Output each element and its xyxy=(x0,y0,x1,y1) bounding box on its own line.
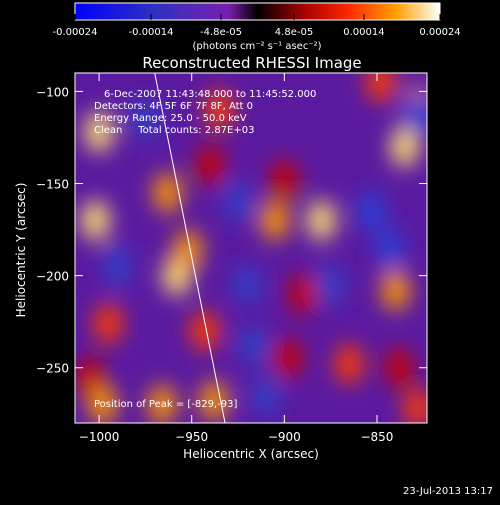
generation-timestamp: 23-Jul-2013 13:17 xyxy=(403,486,493,497)
source-blob xyxy=(270,159,299,200)
source-blob xyxy=(307,200,336,241)
source-blob xyxy=(224,181,253,222)
source-blob xyxy=(238,325,267,366)
colorbar-tick-label: -4.8e-05 xyxy=(200,27,242,38)
colorbar-tick-label: 4.8e-05 xyxy=(275,27,313,38)
colorbar: -0.00024 -0.00014 -4.8e-05 4.8e-05 0.00014 0.… xyxy=(53,2,461,52)
image-area xyxy=(75,73,427,423)
source-blob xyxy=(375,228,404,268)
source-blob xyxy=(153,172,182,213)
y-axis-label: Heliocentric Y (arcsec) xyxy=(14,183,28,318)
y-tick-label: −150 xyxy=(36,178,69,192)
source-blob xyxy=(190,310,219,351)
source-blob xyxy=(196,145,225,186)
energy-range-label: Energy Range: 25.0 - 50.0 keV xyxy=(94,113,247,124)
colorbar-tick-label: 0.00024 xyxy=(419,27,460,38)
source-blob xyxy=(381,270,410,311)
emission-sources xyxy=(75,73,427,423)
x-tick-label: −950 xyxy=(175,430,208,444)
clean-counts-label: Clean Total counts: 2.87E+03 xyxy=(94,125,254,136)
source-blob xyxy=(205,89,234,130)
time-range-label: 6-Dec-2007 11:43:48.000 to 11:45:52.000 xyxy=(104,89,316,100)
colorbar-tick-label: -0.00014 xyxy=(129,27,174,38)
colorbar-tick-label: 0.00014 xyxy=(343,27,384,38)
detectors-label: Detectors: 4F 5F 6F 7F 8F, Att 0 xyxy=(94,101,253,112)
x-tick-label: −900 xyxy=(268,430,301,444)
source-blob xyxy=(288,274,317,315)
colorbar-tick-label: -0.00024 xyxy=(53,27,98,38)
source-blob xyxy=(403,93,427,134)
source-blob xyxy=(131,99,160,140)
x-axis-label: Heliocentric X (arcsec) xyxy=(183,447,319,461)
source-blob xyxy=(261,200,290,241)
plot-frame xyxy=(74,72,428,424)
source-blob xyxy=(316,264,345,305)
source-blob xyxy=(335,344,364,385)
y-tick-label: −200 xyxy=(36,270,69,284)
source-blob xyxy=(103,246,132,287)
source-blob xyxy=(390,126,419,167)
source-blob xyxy=(148,384,177,423)
x-tick-label: −1000 xyxy=(79,430,120,444)
peak-position-label: Position of Peak = [-829,-93] xyxy=(94,399,238,410)
source-blob xyxy=(88,384,117,423)
source-blob xyxy=(366,73,395,103)
colorbar-ticks: -0.00024 -0.00014 -4.8e-05 4.8e-05 0.00014 0.… xyxy=(53,14,461,38)
source-blob xyxy=(199,380,228,421)
source-blob xyxy=(94,303,123,344)
source-blob xyxy=(174,229,203,270)
source-blob xyxy=(81,200,110,241)
x-tick-label: −850 xyxy=(360,430,393,444)
colorbar-units: (photons cm⁻² s⁻¹ asec⁻²) xyxy=(192,41,321,52)
source-blob xyxy=(385,347,414,388)
source-blob xyxy=(403,388,427,423)
colorbar-gradient xyxy=(74,2,441,21)
x-axis: −1000 −950 −900 −850 xyxy=(79,73,393,444)
source-blob xyxy=(251,375,280,416)
y-tick-label: −250 xyxy=(36,362,69,376)
source-blob xyxy=(274,338,303,379)
y-tick-label: −100 xyxy=(36,85,69,99)
source-blob xyxy=(357,191,386,232)
y-axis: −100 −150 −200 −250 xyxy=(36,85,427,376)
chart-title: Reconstructed RHESSI Image xyxy=(142,54,361,72)
annotations: 6-Dec-2007 11:43:48.000 to 11:45:52.000 … xyxy=(94,89,316,410)
source-blob xyxy=(85,111,114,152)
source-blob xyxy=(233,264,262,305)
solar-limb-line xyxy=(154,73,226,423)
